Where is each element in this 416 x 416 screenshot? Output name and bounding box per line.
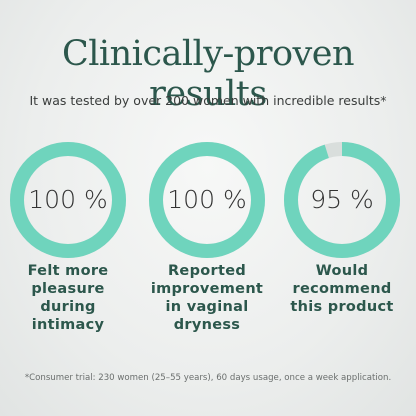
value-label: 95 % xyxy=(310,185,374,214)
subtitle: It was tested by over 200 women with inc… xyxy=(29,93,387,108)
ring-value xyxy=(149,142,265,258)
value-label: 100 % xyxy=(167,185,246,214)
ring-value xyxy=(284,142,400,258)
stat-label: Reported improvement in vaginal dryness xyxy=(150,263,264,333)
ring-value xyxy=(10,142,126,258)
footnote: *Consumer trial: 230 women (25–55 years)… xyxy=(24,373,392,383)
title: Clinically-proven results xyxy=(61,34,355,114)
stat-label: Felt more pleasure during intimacy xyxy=(27,263,109,333)
value-label: 100 % xyxy=(28,185,107,214)
stat-label: Would recommend this product xyxy=(290,263,394,315)
